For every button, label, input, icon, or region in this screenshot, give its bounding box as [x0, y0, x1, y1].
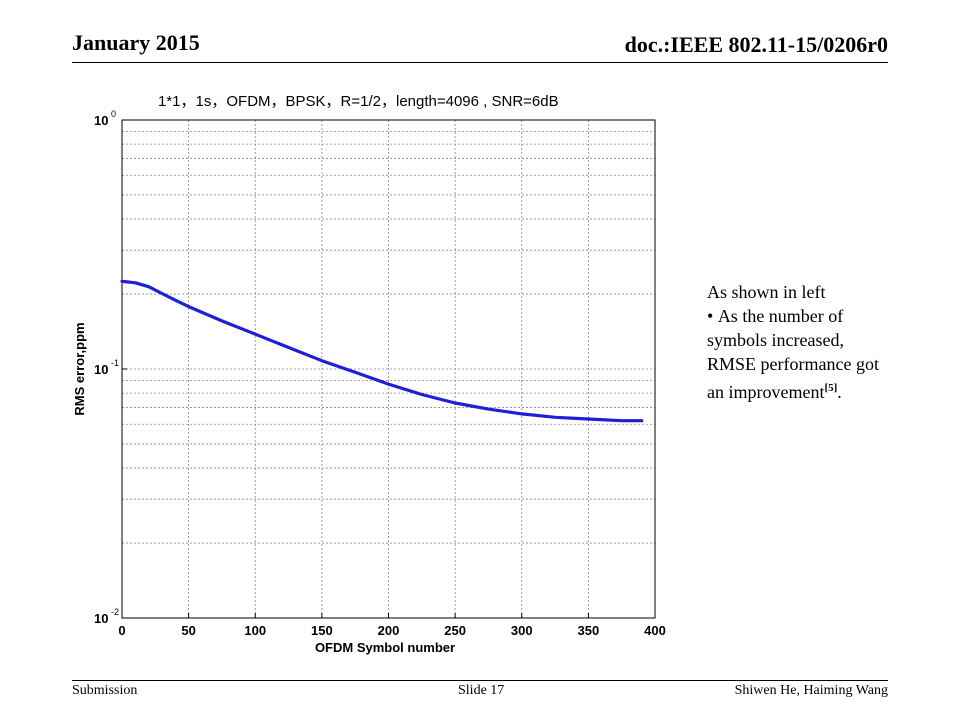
x-tick-label: 400	[644, 623, 666, 638]
x-tick-label: 300	[511, 623, 533, 638]
chart-title: 1*1，1s，OFDM，BPSK，R=1/2，length=4096 , SNR…	[158, 93, 559, 110]
bullet-marker: •	[707, 306, 718, 326]
rmse-series-line	[120, 279, 644, 423]
chart-grid	[122, 120, 655, 618]
x-axis-label: OFDM Symbol number	[315, 640, 455, 655]
x-tick-label: 350	[578, 623, 600, 638]
x-tick-label: 0	[118, 623, 125, 638]
side-note: As shown in left • As the number of symb…	[707, 280, 897, 404]
document-id: doc.:IEEE 802.11-15/0206r0	[624, 32, 888, 57]
footer-submission: Submission	[72, 683, 138, 698]
x-tick-label: 50	[181, 623, 195, 638]
note-bullet-text: As the number of symbols increased, RMSE…	[707, 306, 879, 402]
reference-mark: [5]	[824, 382, 838, 394]
note-end: .	[837, 382, 842, 402]
slide-date: January 2015	[72, 30, 200, 55]
x-axis-ticks: 0 50 100 150 200 250 300 350 400	[118, 613, 666, 638]
y-tick-exponent: 0	[111, 109, 116, 119]
y-tick-label: 10	[94, 113, 108, 128]
y-tick-label: 10	[94, 611, 108, 626]
header-divider	[72, 62, 888, 63]
y-tick-exponent: -2	[111, 607, 119, 617]
y-axis-label: RMS error,ppm	[72, 322, 87, 415]
footer-authors: Shiwen He, Haiming Wang	[734, 683, 888, 698]
x-tick-label: 150	[311, 623, 333, 638]
y-tick-label: 10	[94, 362, 108, 377]
footer-slide-number: Slide 17	[458, 683, 505, 698]
note-intro: As shown in left	[707, 282, 826, 302]
x-tick-label: 250	[444, 623, 466, 638]
footer-divider	[72, 680, 888, 681]
x-tick-label: 100	[244, 623, 266, 638]
x-tick-label: 200	[378, 623, 400, 638]
y-tick-exponent: -1	[111, 358, 119, 368]
